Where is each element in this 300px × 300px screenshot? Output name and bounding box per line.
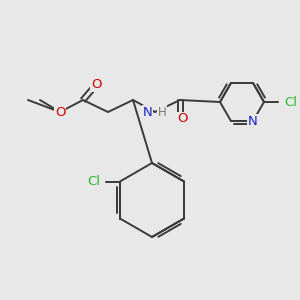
Text: O: O	[91, 79, 101, 92]
Text: O: O	[177, 112, 187, 125]
Text: O: O	[55, 106, 65, 118]
Text: N: N	[248, 115, 258, 128]
Text: H: H	[158, 106, 167, 118]
Text: N: N	[142, 106, 152, 118]
Text: Cl: Cl	[284, 95, 297, 109]
Text: Cl: Cl	[87, 175, 100, 188]
